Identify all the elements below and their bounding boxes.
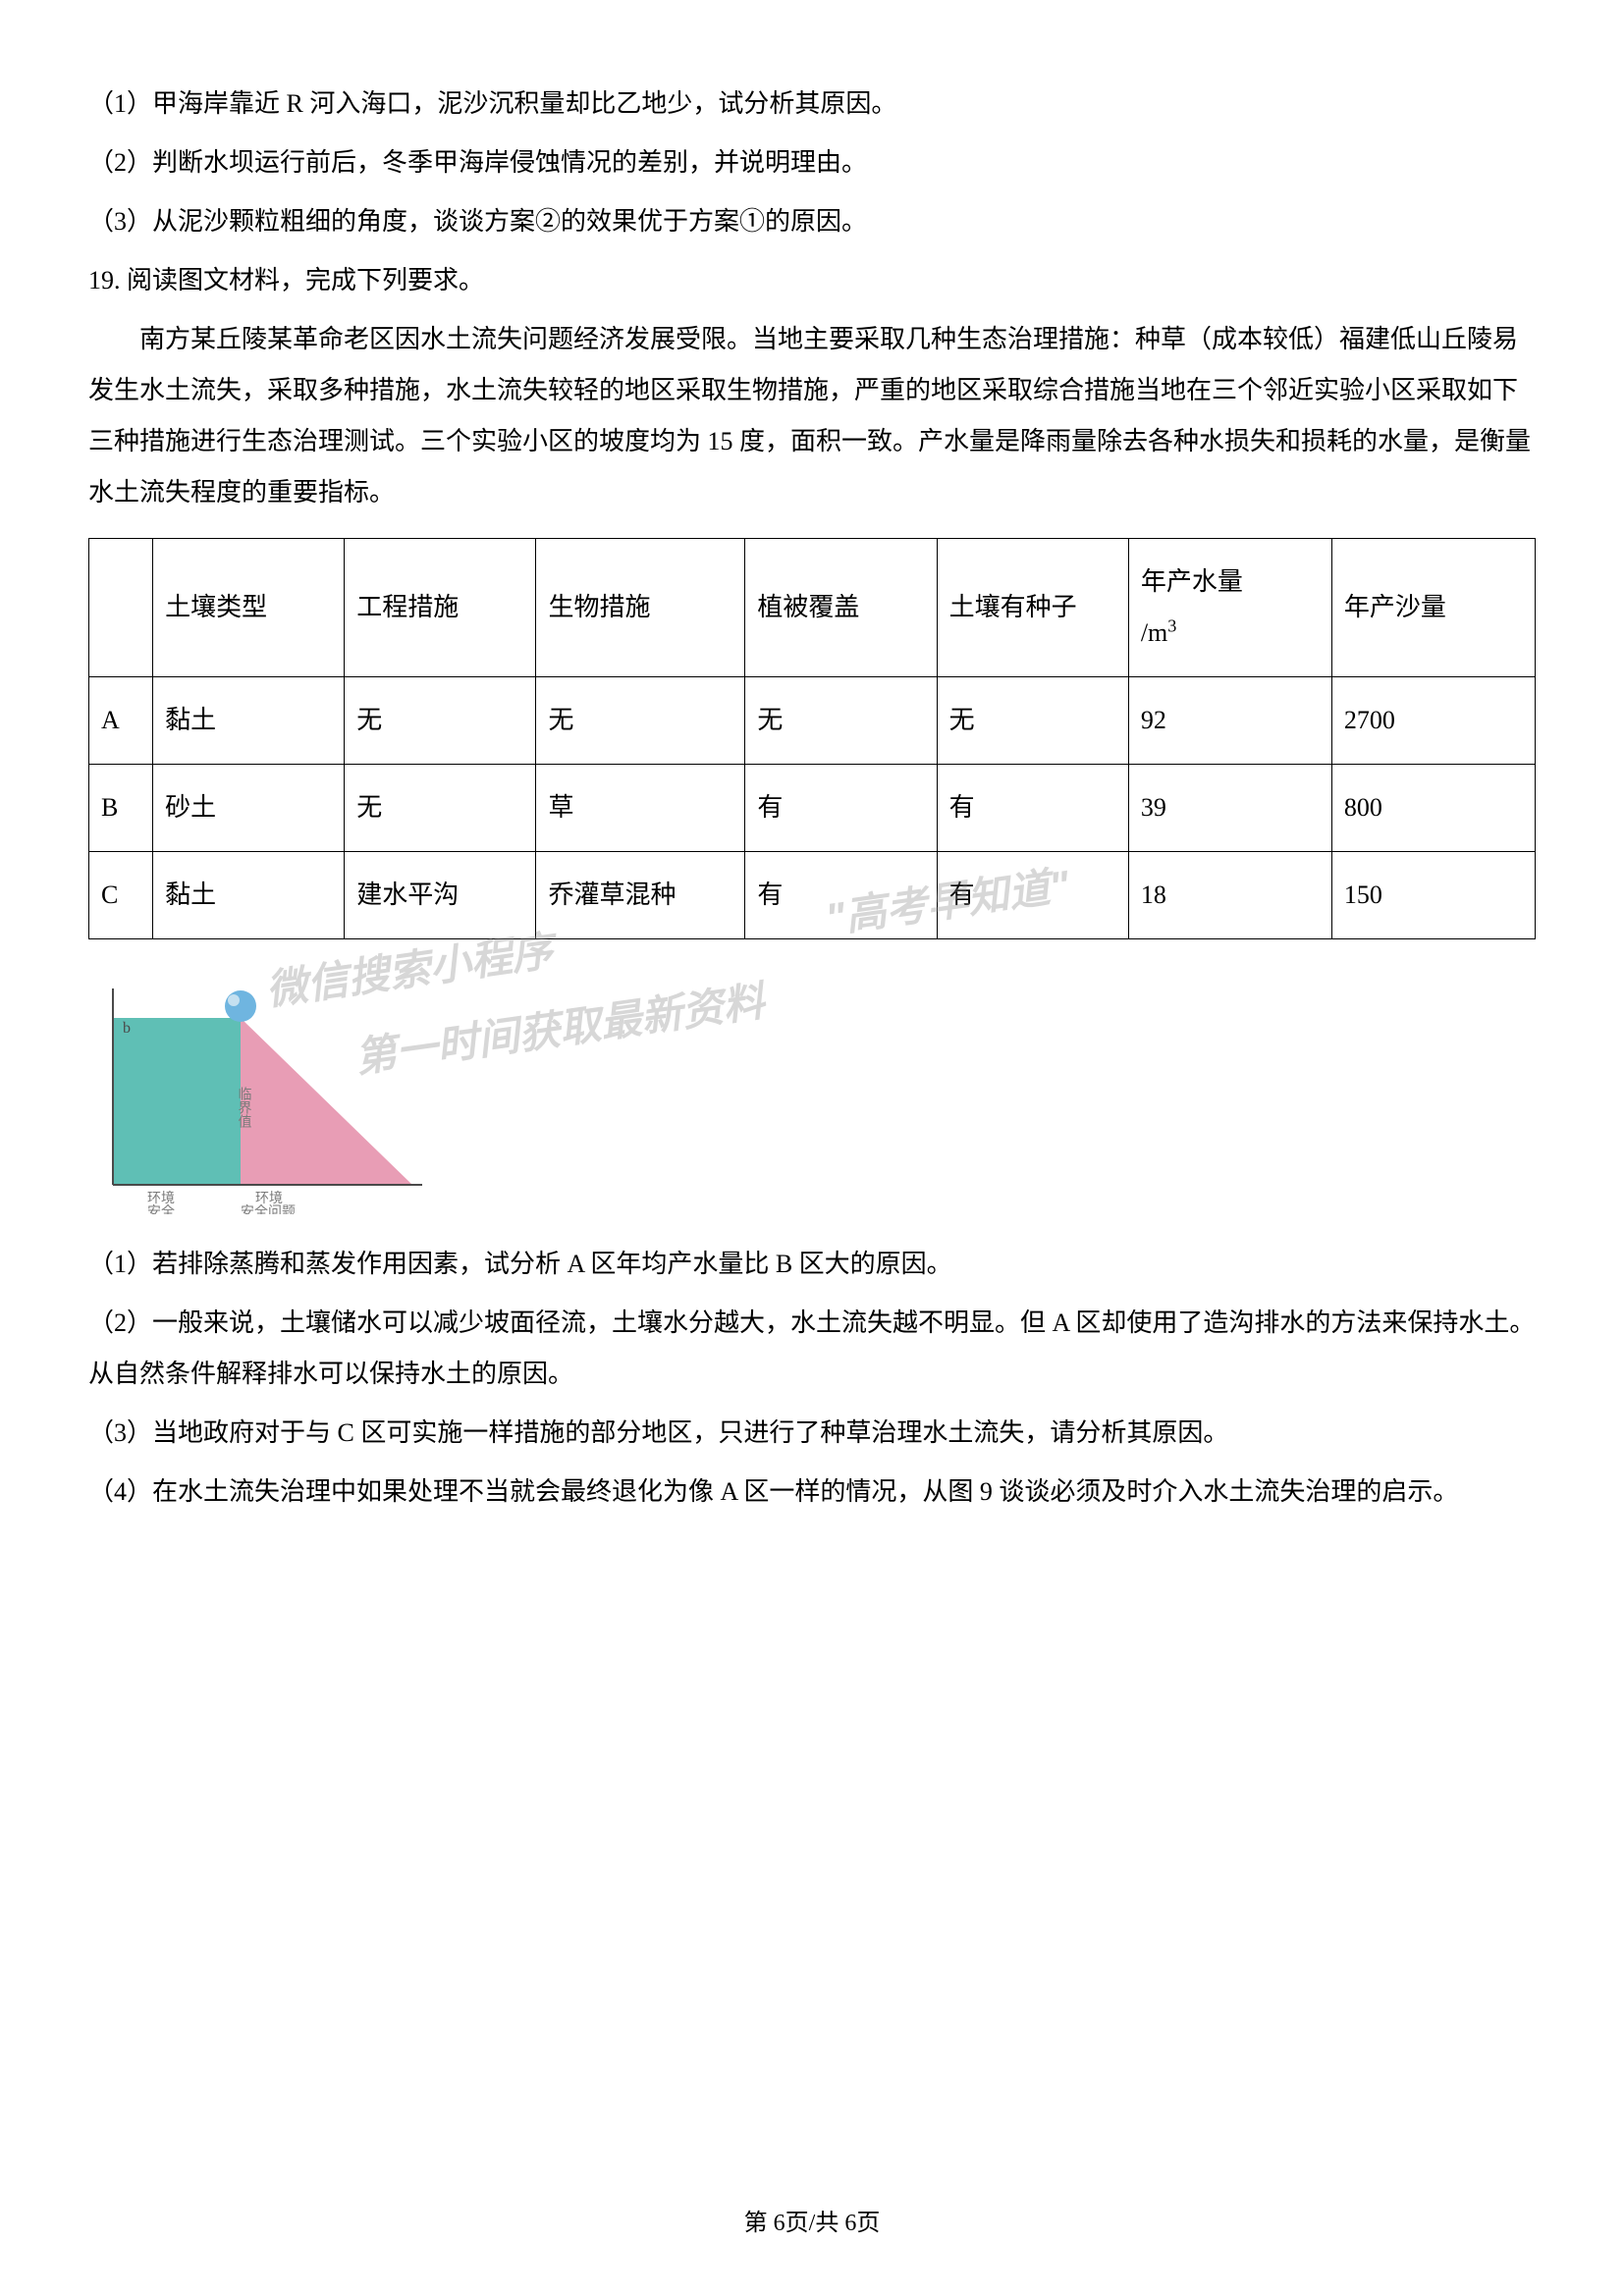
experiment-table: 土壤类型 工程措施 生物措施 植被覆盖 土壤有种子 年产水量/m3 年产沙量 A…: [88, 538, 1536, 939]
table-row: B 砂土 无 草 有 有 39 800: [89, 765, 1536, 852]
header-seed: 土壤有种子: [937, 539, 1128, 677]
cell-water: 92: [1128, 677, 1331, 765]
header-sand: 年产沙量: [1331, 539, 1535, 677]
question-19-intro: 南方某丘陵某革命老区因水土流失问题经济发展受限。当地主要采取几种生态治理措施：种…: [88, 314, 1536, 518]
table-row: C 黏土 建水平沟 乔灌草混种 有 有 18 150: [89, 852, 1536, 939]
question-19-2: （2）一般来说，土壤储水可以减少坡面径流，土壤水分越大，水土流失越不明显。但 A…: [88, 1298, 1536, 1400]
cell-idx: C: [89, 852, 153, 939]
question-1-2: （2）判断水坝运行前后，冬季甲海岸侵蚀情况的差别，并说明理由。: [88, 137, 1536, 188]
cell-sand: 2700: [1331, 677, 1535, 765]
question-1-1: （1）甲海岸靠近 R 河入海口，泥沙沉积量却比乙地少，试分析其原因。: [88, 79, 1536, 130]
cell-veg: 有: [745, 765, 937, 852]
header-soil: 土壤类型: [153, 539, 345, 677]
ball-highlight: [228, 994, 240, 1006]
question-19-3: （3）当地政府对于与 C 区可实施一样措施的部分地区，只进行了种草治理水土流失，…: [88, 1408, 1536, 1459]
cell-eng: 无: [345, 677, 536, 765]
header-blank: [89, 539, 153, 677]
cell-eng: 建水平沟: [345, 852, 536, 939]
header-veg: 植被覆盖: [745, 539, 937, 677]
cell-sand: 150: [1331, 852, 1535, 939]
cell-soil: 黏土: [153, 677, 345, 765]
cell-veg: 无: [745, 677, 937, 765]
cell-eng: 无: [345, 765, 536, 852]
question-19-label: 19. 阅读图文材料，完成下列要求。: [88, 255, 1536, 306]
cell-water: 39: [1128, 765, 1331, 852]
cell-soil: 黏土: [153, 852, 345, 939]
cell-bio: 无: [536, 677, 745, 765]
problem-region: [241, 1018, 412, 1185]
question-1-3: （3）从泥沙颗粒粗细的角度，谈谈方案②的效果优于方案①的原因。: [88, 196, 1536, 247]
table-row: A 黏土 无 无 无 无 92 2700: [89, 677, 1536, 765]
label-problem: 环境: [255, 1191, 283, 1206]
label-b: b: [123, 1020, 131, 1037]
label-problem2: 安全问题: [241, 1203, 296, 1214]
header-bio: 生物措施: [536, 539, 745, 677]
cell-seed: 有: [937, 852, 1128, 939]
cell-seed: 有: [937, 765, 1128, 852]
cell-seed: 无: [937, 677, 1128, 765]
cell-sand: 800: [1331, 765, 1535, 852]
document-content: （1）甲海岸靠近 R 河入海口，泥沙沉积量却比乙地少，试分析其原因。 （2）判断…: [88, 79, 1536, 1518]
cell-water: 18: [1128, 852, 1331, 939]
threshold-diagram: b 临界值 环境 安全 环境 安全问题: [88, 959, 422, 1214]
header-eng: 工程措施: [345, 539, 536, 677]
cell-idx: B: [89, 765, 153, 852]
cell-veg: 有: [745, 852, 937, 939]
cell-bio: 草: [536, 765, 745, 852]
threshold-ball: [225, 990, 256, 1022]
label-safe: 环境: [147, 1191, 175, 1206]
safe-region: [113, 1018, 241, 1185]
page-footer: 第 6页/共 6页: [0, 2203, 1624, 2237]
header-water: 年产水量/m3: [1128, 539, 1331, 677]
cell-bio: 乔灌草混种: [536, 852, 745, 939]
label-safe2: 安全: [147, 1203, 175, 1214]
cell-soil: 砂土: [153, 765, 345, 852]
question-19-4: （4）在水土流失治理中如果处理不当就会最终退化为像 A 区一样的情况，从图 9 …: [88, 1467, 1536, 1518]
question-19-1: （1）若排除蒸腾和蒸发作用因素，试分析 A 区年均产水量比 B 区大的原因。: [88, 1239, 1536, 1290]
table-header-row: 土壤类型 工程措施 生物措施 植被覆盖 土壤有种子 年产水量/m3 年产沙量: [89, 539, 1536, 677]
cell-idx: A: [89, 677, 153, 765]
label-threshold: 临界值: [237, 1087, 252, 1128]
